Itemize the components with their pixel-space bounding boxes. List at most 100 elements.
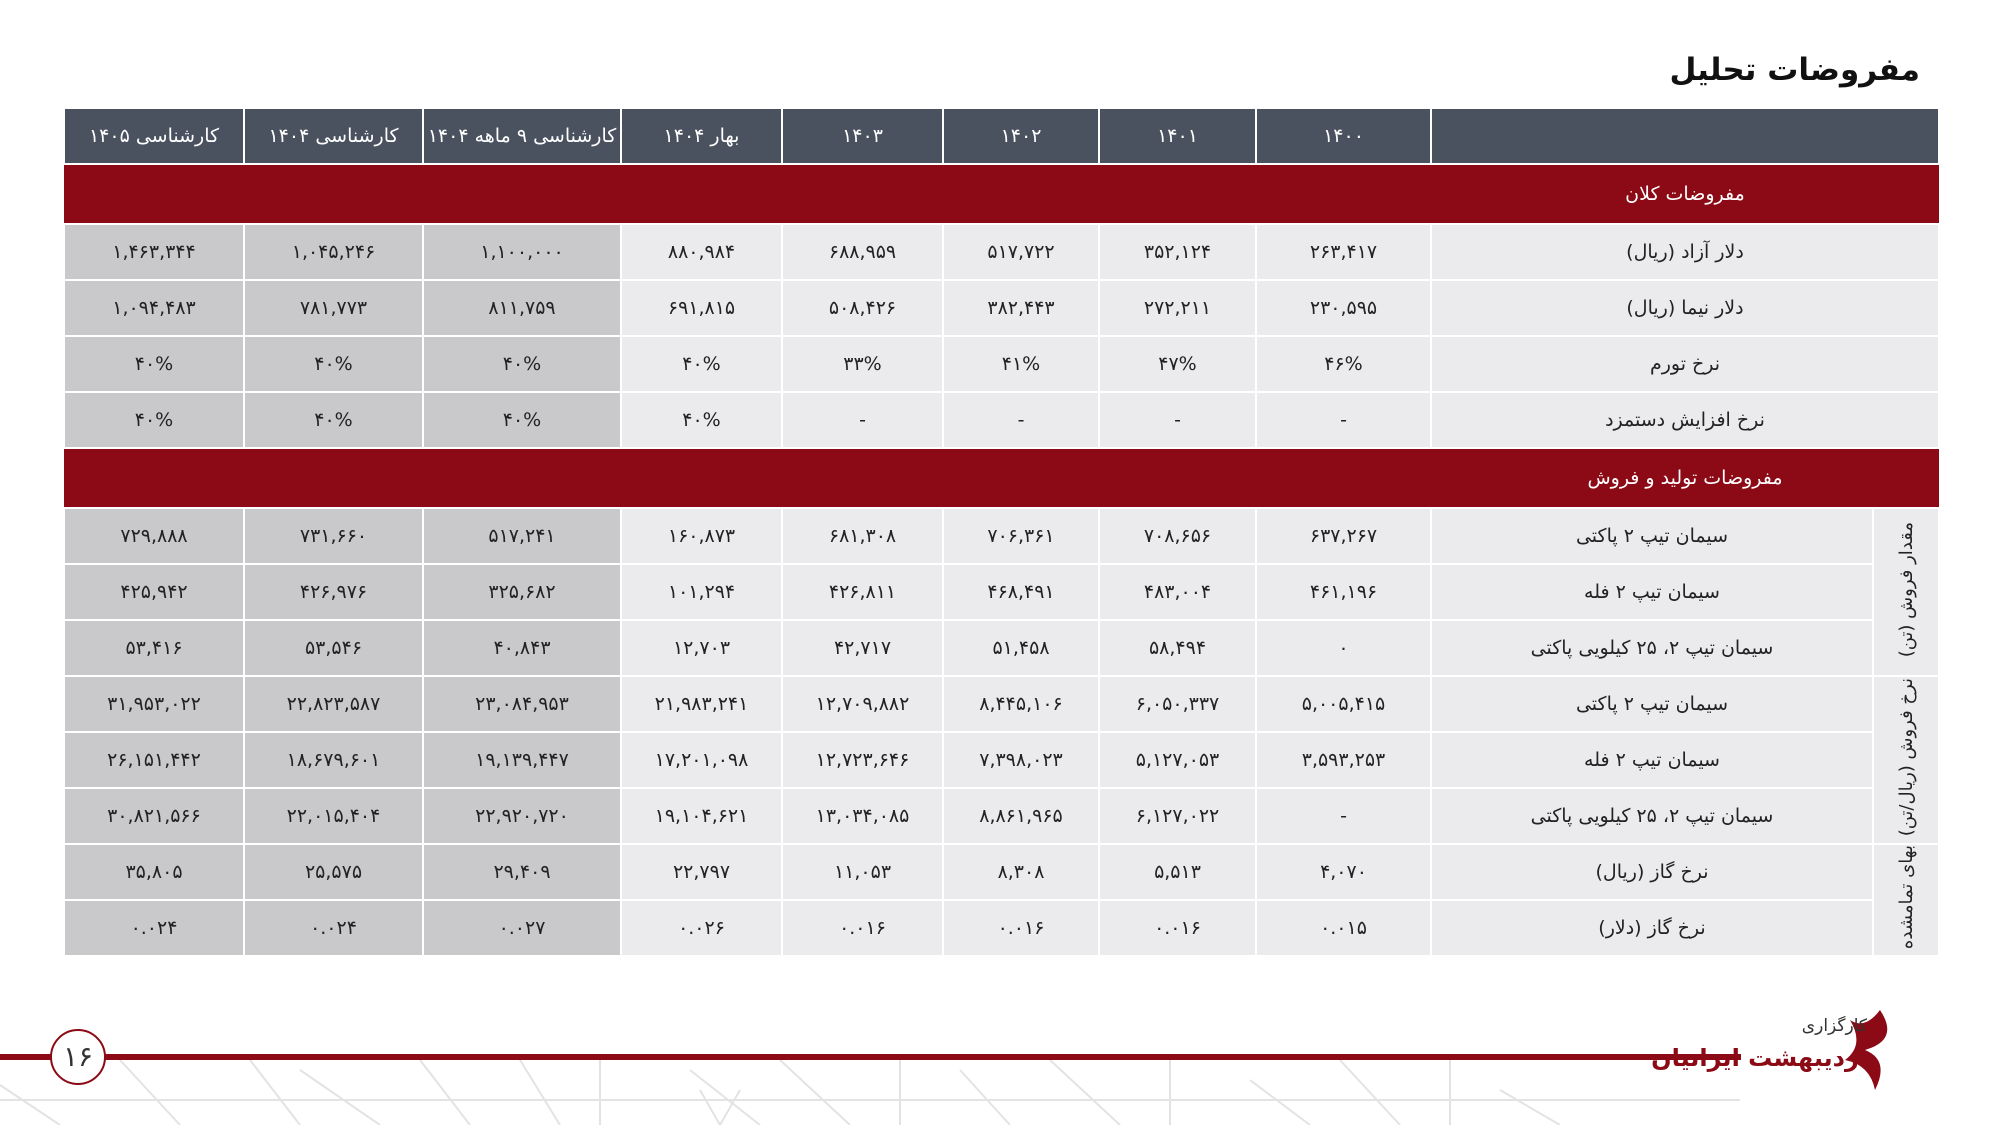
value-cell: ۱,۰۹۴,۴۸۳: [63, 279, 245, 337]
value-cell: -: [1255, 787, 1432, 845]
value-cell: -: [1098, 391, 1257, 449]
data-row: نرخ افزایش دستمزد - - - -۴۰% ۴۰% ۴۰% ۴۰%: [63, 391, 1940, 449]
header-cell: [1430, 107, 1940, 165]
value-cell: ۵۱۷,۲۴۱: [422, 507, 622, 565]
logo-mark: [1845, 1010, 1888, 1090]
row-label: نرخ تورم: [1430, 335, 1940, 393]
column-header: ۱۴۰۳: [781, 107, 944, 165]
value-cell: ۱۳,۰۳۴,۰۸۵: [781, 787, 944, 845]
value-cell: ۸۱۱,۷۵۹: [422, 279, 622, 337]
value-cell: ۲۵,۵۷۵: [243, 843, 424, 901]
row-label: دلار نیما (ریال): [1430, 279, 1940, 337]
value-cell: ۵۳,۴۱۶: [63, 619, 245, 677]
value-cell: ۰.۰۱۶: [942, 899, 1100, 957]
logo-caption: کارگزاری: [1801, 1016, 1867, 1036]
value-cell: ۰.۰۱۶: [1098, 899, 1257, 957]
row-label: سیمان تیپ ۲، ۲۵ کیلویی پاکتی: [1430, 787, 1874, 845]
value-cell: ۵۸,۴۹۴: [1098, 619, 1257, 677]
value-cell: ۴۲۶,۸۱۱: [781, 563, 944, 621]
value-cell: ۴,۰۷۰: [1255, 843, 1432, 901]
value-cell: ۷۳۱,۶۶۰: [243, 507, 424, 565]
value-cell: ۶,۱۲۷,۰۲۲: [1098, 787, 1257, 845]
value-cell: ۸۸۰,۹۸۴: [620, 223, 783, 281]
value-cell: ۴۱%: [942, 335, 1100, 393]
value-cell: ۴۰%: [620, 335, 783, 393]
column-header: بهار ۱۴۰۴: [620, 107, 783, 165]
value-cell: ۳۱,۹۵۳,۰۲۲: [63, 675, 245, 733]
group-label-cell: نرخ فروش (ریال/تن): [1872, 675, 1940, 845]
row-label: سیمان تیپ ۲، ۲۵ کیلویی پاکتی: [1430, 619, 1874, 677]
value-cell: ۴۰%: [243, 335, 424, 393]
value-cell: ۷۰۶,۳۶۱: [942, 507, 1100, 565]
section-row: مفروضات تولید و فروش: [64, 447, 1939, 509]
value-cell: ۴۰%: [422, 335, 622, 393]
value-cell: ۵۱۷,۷۲۲: [942, 223, 1100, 281]
value-cell: ۱,۱۰۰,۰۰۰: [422, 223, 622, 281]
row-label: سیمان تیپ ۲ پاکتی: [1430, 507, 1874, 565]
data-row: نرخ گاز (دلار) ۰.۰۱۵ ۰.۰۱۶ ۰.۰۱۶ ۰.۰۱۶ ۰.۰۲۶ ۰…: [63, 899, 1939, 957]
data-row: دلار آزاد (ریال) ۲۶۳,۴۱۷ ۳۵۲,۱۲۴ ۵۱۷,۷۲۲ ۶۸۸…: [63, 223, 1940, 281]
value-cell: ۴۶۱,۱۹۶: [1255, 563, 1432, 621]
value-cell: ۱۰۱,۲۹۴: [620, 563, 783, 621]
section-title: مفروضات کلان: [1431, 163, 1939, 225]
value-cell: ۱۹,۱۰۴,۶۲۱: [620, 787, 783, 845]
row-label: دلار آزاد (ریال): [1430, 223, 1940, 281]
data-row: سیمان تیپ ۲، ۲۵ کیلویی پاکتی ۰ ۵۸,۴۹۴ ۵۱,۴۵…: [63, 619, 1939, 677]
column-header: کارشناسی ۱۴۰۴: [243, 107, 424, 165]
value-cell: ۰.۰۲۶: [620, 899, 783, 957]
assumptions-table: ۱۴۰۰ ۱۴۰۱ ۱۴۰۲ ۱۴۰۳ بهار ۱۴۰۴ کارشناسی ۹ ماهه…: [63, 107, 1940, 957]
data-row: دلار نیما (ریال) ۲۳۰,۵۹۵ ۲۷۲,۲۱۱ ۳۸۲,۴۴۳ ۵۰۸…: [63, 279, 1940, 337]
value-cell: ۴۶۸,۴۹۱: [942, 563, 1100, 621]
column-header: ۱۴۰۰: [1255, 107, 1432, 165]
row-label: سیمان تیپ ۲ پاکتی: [1430, 675, 1874, 733]
value-cell: -: [942, 391, 1100, 449]
value-cell: ۲۹,۴۰۹: [422, 843, 622, 901]
column-header: کارشناسی ۹ ماهه ۱۴۰۴: [422, 107, 622, 165]
value-cell: ۷۰۸,۶۵۶: [1098, 507, 1257, 565]
header-row: ۱۴۰۰ ۱۴۰۱ ۱۴۰۲ ۱۴۰۳ بهار ۱۴۰۴ کارشناسی ۹ ماهه…: [63, 107, 1940, 165]
value-cell: ۱۲,۷۰۳: [620, 619, 783, 677]
value-cell: ۰: [1255, 619, 1432, 677]
value-cell: ۲۲,۹۲۰,۷۲۰: [422, 787, 622, 845]
data-row: سیمان تیپ ۲ فله ۴۶۱,۱۹۶ ۴۸۳,۰۰۴ ۴۶۸,۴۹۱ ۴۲۶,…: [63, 563, 1939, 621]
value-cell: ۱,۰۴۵,۲۴۶: [243, 223, 424, 281]
row-label: نرخ افزایش دستمزد: [1430, 391, 1940, 449]
value-cell: ۰.۰۱۵: [1255, 899, 1432, 957]
value-cell: ۶۳۷,۲۶۷: [1255, 507, 1432, 565]
value-cell: ۳۸۲,۴۴۳: [942, 279, 1100, 337]
group-label: مقدار فروش (تن): [1895, 521, 1917, 658]
value-cell: ۸,۸۶۱,۹۶۵: [942, 787, 1100, 845]
data-row: سیمان تیپ ۲ فله ۳,۵۹۳,۲۵۳ ۵,۱۲۷,۰۵۳ ۷,۳۹۸,۰…: [63, 731, 1939, 789]
value-cell: ۵,۰۰۵,۴۱۵: [1255, 675, 1432, 733]
value-cell: ۲۲,۰۱۵,۴۰۴: [243, 787, 424, 845]
value-cell: ۳۲۵,۶۸۲: [422, 563, 622, 621]
value-cell: ۱۶۰,۸۷۳: [620, 507, 783, 565]
value-cell: ۴۰,۸۴۳: [422, 619, 622, 677]
data-row: نرخ فروش (ریال/تن) سیمان تیپ ۲ پاکتی ۵,۰۰۵…: [63, 675, 1940, 845]
value-cell: ۴۸۳,۰۰۴: [1098, 563, 1257, 621]
value-cell: ۲۶۳,۴۱۷: [1255, 223, 1432, 281]
value-cell: ۳۵,۸۰۵: [63, 843, 245, 901]
row-label: نرخ گاز (دلار): [1430, 899, 1874, 957]
value-cell: ۱۲,۷۰۹,۸۸۲: [781, 675, 944, 733]
value-cell: ۰.۰۲۷: [422, 899, 622, 957]
value-cell: ۸,۴۴۵,۱۰۶: [942, 675, 1100, 733]
data-row: بهای تمامشده نرخ گاز (ریال) ۴,۰۷۰ ۵,۵۱۳ ۸,۳۰…: [63, 843, 1940, 957]
value-cell: ۲۱,۹۸۳,۲۴۱: [620, 675, 783, 733]
title: مفروضات تحلیل: [1669, 52, 1920, 88]
value-cell: ۷۸۱,۷۷۳: [243, 279, 424, 337]
value-cell: ۶۸۸,۹۵۹: [781, 223, 944, 281]
logo-name: اردیبهشت ایرانیان: [1651, 1044, 1867, 1072]
section-title: مفروضات تولید و فروش: [1431, 447, 1939, 509]
value-cell: ۱۲,۷۲۳,۶۴۶: [781, 731, 944, 789]
value-cell: ۴۶%: [1255, 335, 1432, 393]
value-cell: ۳,۵۹۳,۲۵۳: [1255, 731, 1432, 789]
value-cell: ۵۰۸,۴۲۶: [781, 279, 944, 337]
value-cell: ۱۷,۲۰۱,۰۹۸: [620, 731, 783, 789]
value-cell: ۷,۳۹۸,۰۲۳: [942, 731, 1100, 789]
group-label-cell: بهای تمامشده: [1872, 843, 1940, 957]
value-cell: ۰.۰۲۴: [63, 899, 245, 957]
value-cell: ۵۳,۵۴۶: [243, 619, 424, 677]
value-cell: ۷۲۹,۸۸۸: [63, 507, 245, 565]
